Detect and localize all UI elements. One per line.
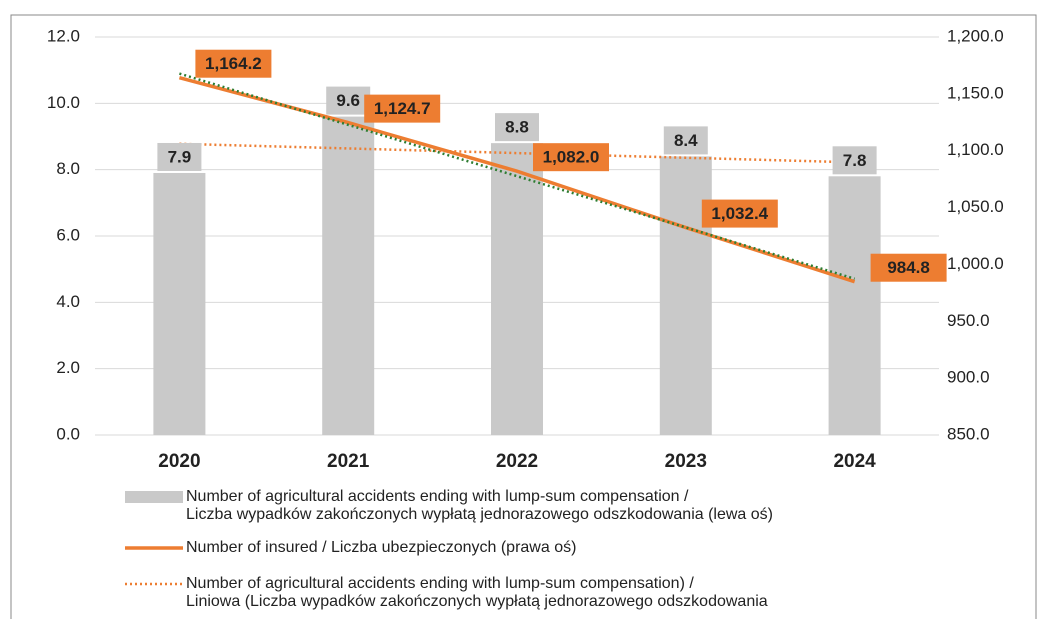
frame	[10, 14, 1037, 619]
label-box	[701, 199, 778, 228]
x-tick-label: 2024	[833, 451, 876, 472]
y-tick-label: 8.0	[56, 159, 80, 178]
label-box	[870, 253, 947, 282]
y2-tick-label: 1,200.0	[947, 26, 1004, 45]
x-tick-label: 2020	[158, 451, 200, 472]
y-tick-label: 4.0	[56, 292, 80, 311]
x-tick-label: 2021	[327, 451, 370, 472]
y-tick-label: 6.0	[56, 225, 80, 244]
legend-entry: Number of agricultural accidents ending …	[186, 488, 773, 523]
x-tick-label: 2022	[496, 451, 538, 472]
y-tick-label: 2.0	[56, 358, 80, 377]
bar	[659, 156, 712, 435]
label-box	[663, 126, 708, 155]
data-label: 1,082.0	[543, 148, 600, 167]
label-box	[364, 94, 441, 123]
legend-entry: Number of agricultural accidents ending …	[186, 575, 768, 610]
y-tick-label: 10.0	[47, 93, 80, 112]
y-tick-label: 12.0	[47, 26, 80, 45]
data-label: 7.8	[843, 151, 867, 170]
x-tick-label: 2023	[665, 451, 707, 472]
line	[178, 76, 856, 284]
y2-tick-label: 1,100.0	[947, 140, 1004, 159]
bar	[828, 176, 881, 436]
data-label: 984.8	[887, 258, 930, 277]
bar	[153, 172, 206, 435]
legend-entry: Number of insured / Liczba ubezpieczonyc…	[186, 539, 577, 556]
label-box	[533, 143, 609, 172]
y2-tick-label: 1,000.0	[947, 254, 1004, 273]
y2-tick-label: 1,150.0	[947, 83, 1004, 102]
data-label: 8.4	[674, 131, 698, 150]
y2-tick-label: 850.0	[947, 424, 990, 443]
data-label: 9.6	[336, 91, 360, 110]
y2-tick-label: 900.0	[947, 368, 990, 387]
data-label: 1,032.4	[711, 204, 768, 223]
label-box	[832, 146, 877, 175]
label-box	[495, 113, 539, 142]
y2-tick-label: 950.0	[947, 311, 990, 330]
label-box	[326, 86, 371, 115]
label-box	[195, 49, 272, 78]
data-label: 8.8	[505, 118, 529, 137]
label-box	[157, 142, 202, 171]
data-label: 1,164.2	[205, 54, 262, 73]
legend-swatch	[125, 491, 183, 503]
data-label: 7.9	[168, 147, 192, 166]
data-label: 1,124.7	[374, 99, 431, 118]
y-tick-label: 0.0	[56, 424, 80, 443]
bar	[322, 116, 375, 435]
y2-tick-label: 1,050.0	[947, 197, 1004, 216]
bar	[491, 143, 543, 435]
